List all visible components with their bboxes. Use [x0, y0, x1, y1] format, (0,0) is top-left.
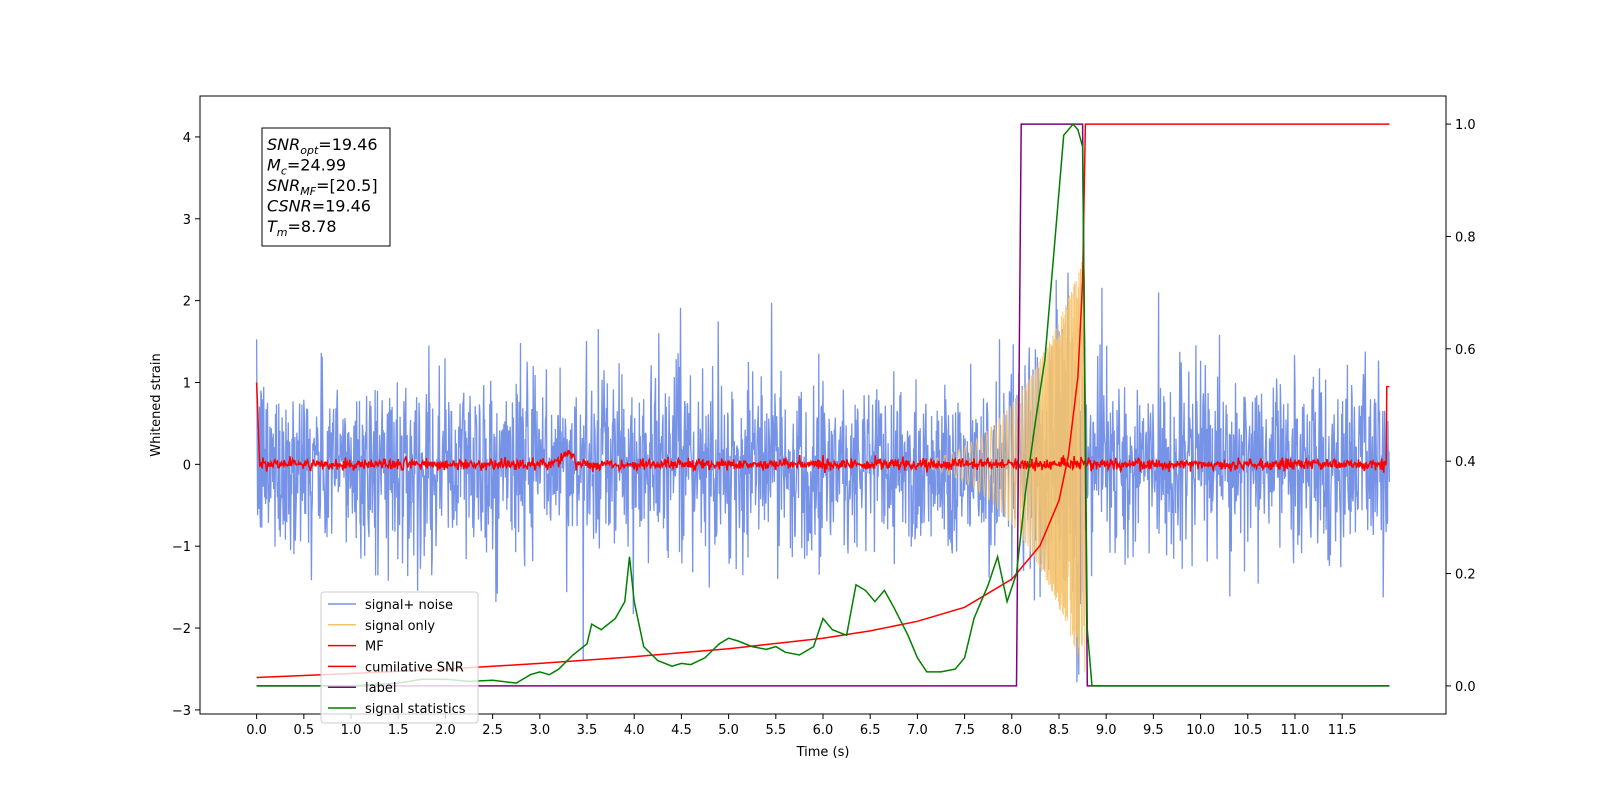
legend-label: MF [365, 640, 384, 655]
info-box-frame [261, 127, 391, 247]
y-tick-label-left: 1 [183, 376, 191, 391]
y-tick-label-left: −2 [172, 622, 191, 637]
y-tick-label-right: 0.8 [1455, 230, 1476, 245]
series-signal-statistics-line [256, 122, 1390, 687]
x-tick-label: 10.5 [1233, 723, 1262, 738]
y-tick-label-left: 4 [183, 131, 191, 146]
x-tick-label: 5.5 [765, 723, 786, 738]
info-box-line: Tm=8.78 [267, 217, 337, 239]
x-tick-label: 4.5 [671, 723, 692, 738]
x-tick-label: 9.5 [1143, 723, 1164, 738]
y-tick-label-right: 0.2 [1455, 568, 1476, 583]
x-tick-label: 2.5 [482, 723, 503, 738]
x-tick-label: 8.5 [1049, 723, 1070, 738]
x-tick-label: 3.5 [577, 723, 598, 738]
y-tick-label-right: 0.0 [1455, 680, 1476, 695]
x-tick-label: 6.5 [860, 723, 881, 738]
series-signal-noise-line [255, 272, 1391, 683]
y-tick-label-right: 0.6 [1455, 343, 1476, 358]
info-box-line: CSNR=19.46 [267, 197, 371, 216]
x-tick-label: 0.5 [293, 723, 314, 738]
legend: signal+ noise signal only MF cumilative SNR… [320, 591, 479, 724]
y-ticks-right: 0.0 0.2 0.4 0.6 0.8 1.0 [1446, 118, 1476, 695]
x-tick-label: 4.0 [624, 723, 645, 738]
info-box-lines: SNRopt=19.46Mc=24.99SNRMF=[20.5]CSNR=19.… [267, 135, 378, 239]
x-tick-label: 7.5 [954, 723, 975, 738]
y-axis-label-left: Whitened strain [149, 353, 164, 456]
legend-label: signal statistics [365, 702, 466, 717]
y-ticks-left: −3 −2 −1 0 1 2 3 4 [172, 131, 200, 719]
series-layer [255, 122, 1391, 687]
y-tick-label-right: 1.0 [1455, 118, 1476, 133]
x-tick-label: 11.5 [1328, 723, 1357, 738]
x-tick-label: 0.0 [246, 723, 267, 738]
x-axis-label: Time (s) [796, 745, 850, 760]
y-tick-label-left: −1 [172, 540, 191, 555]
y-tick-label-left: 2 [183, 295, 191, 310]
series-cumulative-snr-line [256, 123, 1390, 679]
x-tick-label: 3.0 [529, 723, 550, 738]
x-tick-label: 7.0 [907, 723, 928, 738]
x-tick-label: 11.0 [1280, 723, 1309, 738]
legend-frame [320, 591, 479, 724]
x-tick-label: 8.0 [1001, 723, 1022, 738]
plot-area: 0.0 0.5 1.0 1.5 2.0 2.5 3.0 3.5 4.0 4.5 5.0 5.5 6.0 6… [172, 95, 1476, 738]
info-box-line: SNRopt=19.46 [267, 135, 378, 157]
info-box: SNRopt=19.46Mc=24.99SNRMF=[20.5]CSNR=19.… [261, 127, 391, 247]
x-tick-label: 6.0 [813, 723, 834, 738]
x-tick-label: 1.0 [341, 723, 362, 738]
legend-entries: signal+ noise signal only MF cumilative SNR… [328, 598, 466, 717]
x-tick-label: 9.0 [1096, 723, 1117, 738]
y-tick-label-right: 0.4 [1455, 455, 1476, 470]
series-mf-line [255, 382, 1390, 474]
legend-label: signal+ noise [365, 598, 453, 613]
info-box-line: SNRMF=[20.5] [267, 176, 378, 198]
x-tick-label: 2.0 [435, 723, 456, 738]
x-tick-label: 5.0 [718, 723, 739, 738]
legend-label: label [365, 681, 396, 696]
legend-label: signal only [365, 619, 435, 634]
x-tick-label: 10.0 [1186, 723, 1215, 738]
legend-label: cumilative SNR [365, 660, 464, 675]
y-tick-label-left: −3 [172, 704, 191, 719]
y-tick-label-left: 0 [183, 458, 191, 473]
x-tick-label: 1.5 [388, 723, 409, 738]
y-tick-label-left: 3 [183, 213, 191, 228]
x-ticks: 0.0 0.5 1.0 1.5 2.0 2.5 3.0 3.5 4.0 4.5 5.0 5.5 6.0 6… [246, 714, 1357, 738]
info-box-line: Mc=24.99 [267, 156, 346, 178]
